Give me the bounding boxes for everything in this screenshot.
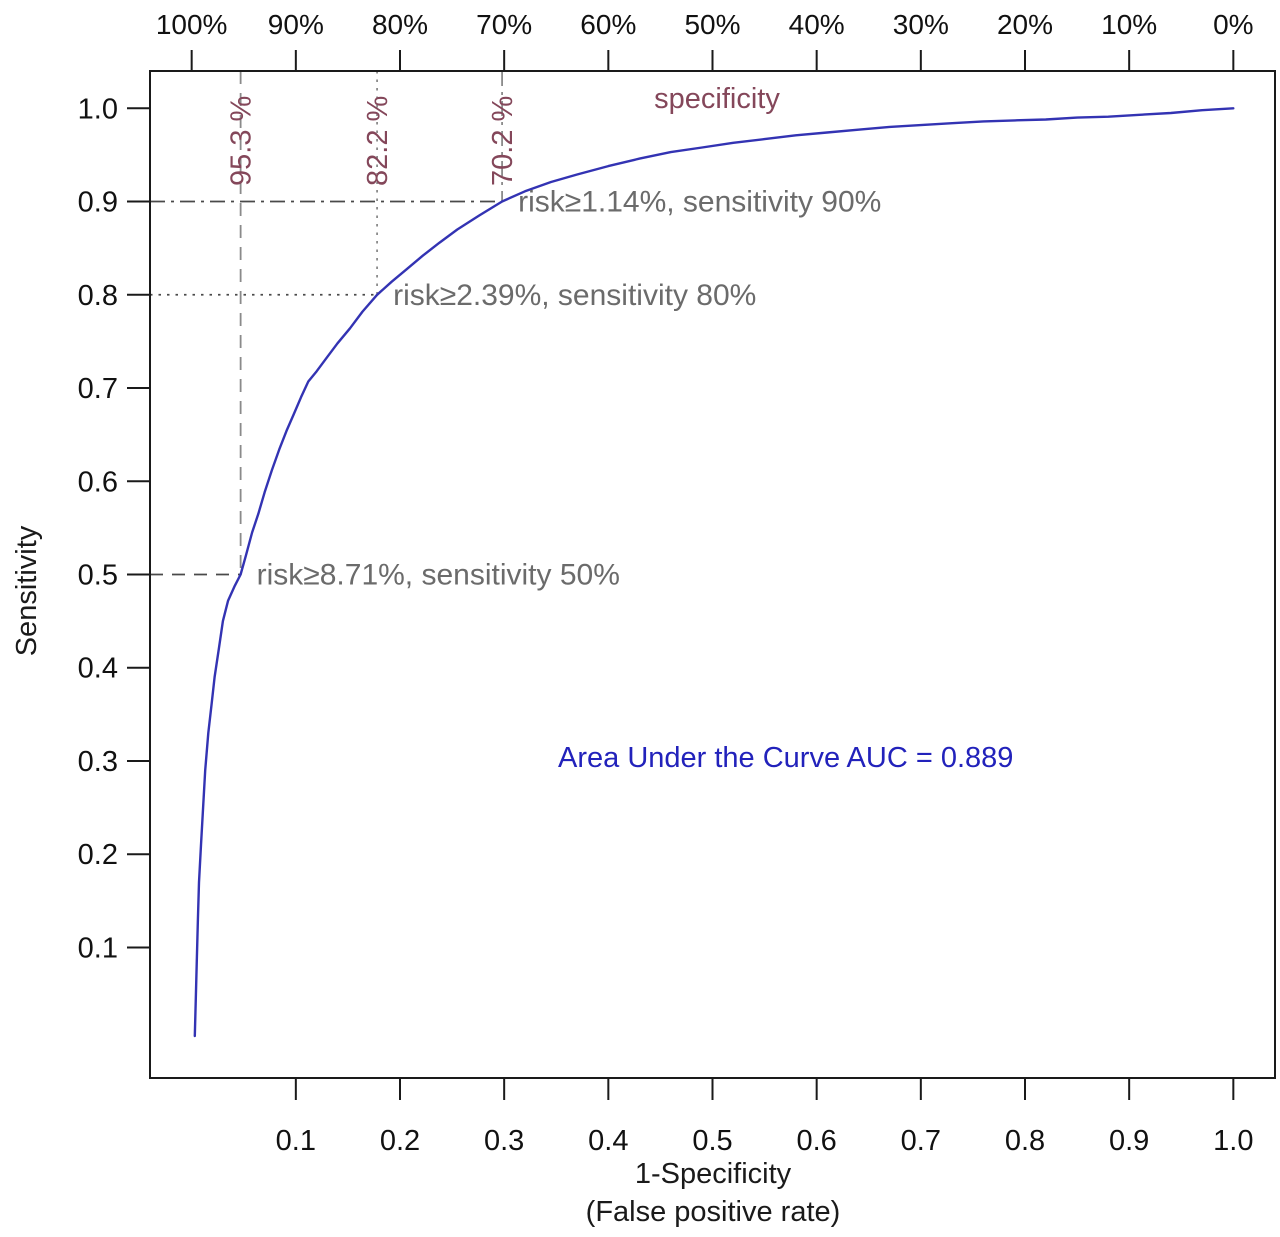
top-tick-label: 50% [684,9,740,40]
bottom-tick-label: 0.3 [484,1125,524,1157]
top-tick-label: 70% [476,9,532,40]
left-tick-label: 0.3 [78,746,118,778]
left-tick-label: 0.8 [78,280,118,312]
bottom-tick-label: 0.9 [1109,1125,1149,1157]
left-tick-label: 0.2 [78,839,118,871]
left-tick-label: 0.6 [78,466,118,498]
left-tick-label: 0.9 [78,187,118,219]
bottom-tick-label: 0.4 [588,1125,628,1157]
bottom-tick-label: 0.2 [380,1125,420,1157]
left-tick-label: 1.0 [78,93,118,125]
threshold-risk-label-2: risk≥1.14%, sensitivity 90% [518,186,881,219]
bottom-tick-label: 0.8 [1005,1125,1045,1157]
threshold-spec-label-1: 82.2 % [362,96,394,186]
roc-curve [193,107,1235,1038]
threshold-risk-label-0: risk≥8.71%, sensitivity 50% [257,559,620,592]
threshold-spec-label-0: 95.3 % [226,96,258,186]
left-tick-label: 0.1 [78,932,118,964]
left-tick-label: 0.5 [78,560,118,592]
auc-annotation: Area Under the Curve AUC = 0.889 [558,742,1014,774]
threshold-risk-label-1: risk≥2.39%, sensitivity 80% [393,279,756,312]
top-tick-label: 60% [580,9,636,40]
top-tick-label: 0% [1213,9,1253,40]
x-axis-subtitle: (False positive rate) [585,1196,841,1228]
left-tick-label: 0.7 [78,373,118,405]
top-tick-label: 90% [268,9,324,40]
top-tick-label: 20% [997,9,1053,40]
bottom-tick-label: 0.5 [692,1125,732,1157]
top-tick-label: 100% [156,9,228,40]
top-tick-label: 30% [893,9,949,40]
threshold-spec-label-2: 70.2 % [487,96,519,186]
left-tick-label: 0.4 [78,653,118,685]
bottom-tick-label: 0.7 [901,1125,941,1157]
bottom-tick-label: 1.0 [1213,1125,1253,1157]
top-axis-title: specificity [654,83,780,115]
x-axis-title: 1-Specificity [634,1158,792,1190]
top-tick-label: 80% [372,9,428,40]
bottom-tick-label: 0.1 [276,1125,316,1157]
y-axis-title: Sensitivity [11,525,43,657]
top-tick-label: 10% [1101,9,1157,40]
top-tick-label: 40% [789,9,845,40]
bottom-tick-label: 0.6 [797,1125,837,1157]
